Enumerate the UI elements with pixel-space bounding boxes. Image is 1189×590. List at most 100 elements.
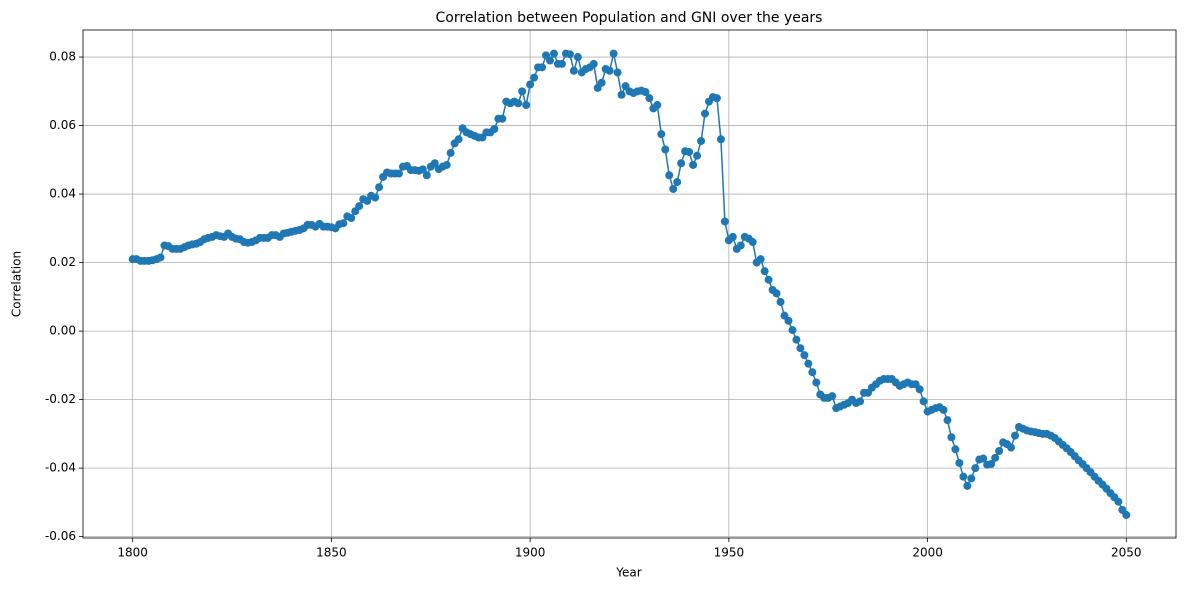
data-point xyxy=(792,335,801,344)
data-point xyxy=(987,460,996,469)
y-axis-label: Correlation xyxy=(10,251,24,317)
data-point xyxy=(716,135,725,144)
data-point xyxy=(490,124,499,133)
data-point xyxy=(701,109,710,118)
data-point xyxy=(371,193,380,202)
data-point xyxy=(943,416,952,425)
data-point xyxy=(394,169,403,178)
data-point xyxy=(991,453,1000,462)
plot-frame xyxy=(82,29,1177,539)
data-point xyxy=(693,151,702,160)
x-axis-label: Year xyxy=(615,566,641,580)
data-point xyxy=(919,397,928,406)
x-tick-label: 1900 xyxy=(515,546,546,560)
data-point xyxy=(788,326,797,335)
x-tick-label: 1950 xyxy=(714,546,745,560)
y-tick-label: 0.00 xyxy=(49,324,76,338)
data-point xyxy=(522,101,531,110)
data-point xyxy=(645,94,654,103)
data-point xyxy=(728,232,737,241)
data-point xyxy=(617,90,626,99)
data-point xyxy=(804,359,813,368)
y-tick-label: 0.06 xyxy=(49,118,76,132)
data-point xyxy=(339,219,348,228)
x-tick-label: 2000 xyxy=(912,546,943,560)
data-point xyxy=(565,50,574,59)
data-point xyxy=(748,238,757,247)
data-point xyxy=(756,255,765,264)
data-point xyxy=(677,159,686,168)
data-point xyxy=(605,66,614,75)
data-point xyxy=(808,368,817,377)
data-point xyxy=(1007,443,1016,452)
data-point xyxy=(530,73,539,82)
data-line xyxy=(132,51,1127,516)
data-point xyxy=(963,481,972,490)
y-tick-label: -0.04 xyxy=(45,461,76,475)
data-point xyxy=(967,474,976,483)
data-point xyxy=(430,159,439,168)
data-point xyxy=(526,80,535,89)
data-point xyxy=(454,135,463,144)
y-tick-label: -0.06 xyxy=(45,529,76,543)
data-point xyxy=(498,114,507,123)
data-point xyxy=(697,136,706,145)
data-point xyxy=(1114,497,1123,506)
data-point xyxy=(665,171,674,180)
data-point xyxy=(375,183,384,192)
data-point xyxy=(947,433,956,442)
data-point xyxy=(828,392,837,401)
x-tick-label: 1800 xyxy=(117,546,148,560)
data-point xyxy=(1122,511,1131,520)
data-point xyxy=(712,94,721,103)
data-point xyxy=(760,267,769,276)
y-tick-label: 0.08 xyxy=(49,50,76,64)
data-point xyxy=(347,214,356,223)
data-point xyxy=(669,184,678,193)
data-point xyxy=(736,241,745,250)
data-point xyxy=(518,87,527,96)
data-point xyxy=(979,454,988,463)
data-point xyxy=(939,405,948,414)
data-point xyxy=(657,130,666,139)
data-point xyxy=(971,464,980,473)
data-point xyxy=(784,316,793,325)
x-tick-label: 1850 xyxy=(316,546,347,560)
data-point xyxy=(514,99,523,108)
data-point xyxy=(609,49,618,58)
data-point xyxy=(422,171,431,180)
data-point xyxy=(569,66,578,75)
data-point xyxy=(955,458,964,467)
data-point xyxy=(720,217,729,226)
data-point xyxy=(557,59,566,68)
data-point xyxy=(446,148,455,157)
data-point xyxy=(800,351,809,360)
data-point xyxy=(442,160,451,169)
data-point xyxy=(661,145,670,154)
data-point xyxy=(355,202,364,211)
data-point xyxy=(689,160,698,169)
data-point xyxy=(549,49,558,58)
data-point xyxy=(589,59,598,68)
y-tick-label: 0.02 xyxy=(49,255,76,269)
x-tick-label: 2050 xyxy=(1111,546,1142,560)
chart-title: Correlation between Population and GNI o… xyxy=(436,10,823,26)
data-point xyxy=(951,445,960,454)
data-point xyxy=(685,147,694,156)
data-point xyxy=(796,344,805,353)
data-point xyxy=(776,297,785,306)
data-point xyxy=(812,378,821,387)
data-point xyxy=(597,78,606,87)
data-point xyxy=(856,397,865,406)
data-point xyxy=(772,289,781,298)
data-point xyxy=(538,63,547,72)
data-point xyxy=(546,56,555,65)
data-point xyxy=(995,446,1004,455)
data-point xyxy=(573,53,582,62)
data-point xyxy=(1011,431,1020,440)
data-point xyxy=(156,253,165,262)
y-tick-label: -0.02 xyxy=(45,392,76,406)
data-point xyxy=(959,472,968,481)
